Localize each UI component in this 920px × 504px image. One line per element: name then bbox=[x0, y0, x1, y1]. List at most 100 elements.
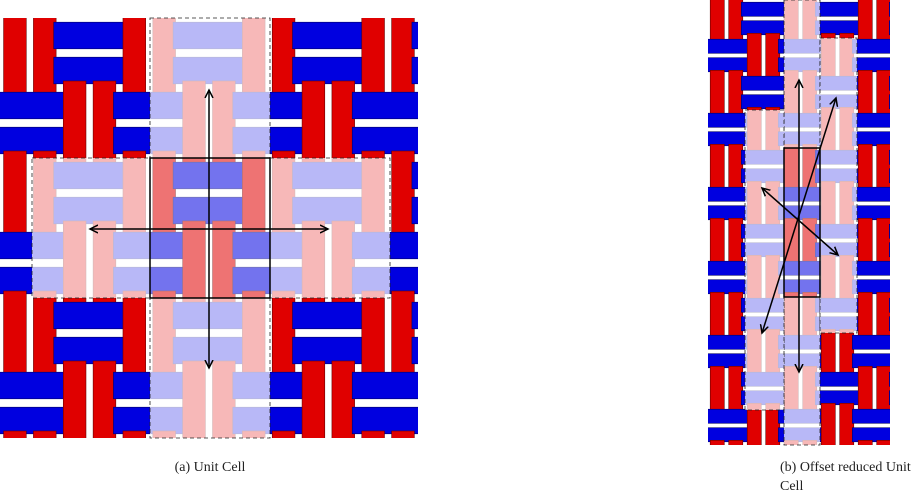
blue-yarn bbox=[741, 446, 785, 450]
red-yarn bbox=[33, 431, 56, 450]
red-yarn bbox=[821, 329, 835, 373]
blue-yarn bbox=[704, 187, 748, 201]
red-yarn bbox=[895, 403, 909, 447]
red-yarn bbox=[123, 11, 146, 95]
red-yarn bbox=[392, 291, 415, 375]
red-yarn bbox=[710, 70, 724, 114]
red-yarn bbox=[858, 366, 872, 410]
blue-yarn bbox=[852, 354, 896, 368]
blue-yarn bbox=[54, 57, 126, 84]
red-yarn bbox=[895, 255, 909, 299]
red-yarn bbox=[877, 440, 891, 450]
overlay bbox=[270, 158, 390, 298]
red-yarn bbox=[421, 361, 444, 445]
red-yarn bbox=[272, 11, 295, 95]
figure bbox=[0, 0, 920, 450]
blue-yarn bbox=[54, 302, 126, 329]
red-yarn bbox=[914, 329, 920, 373]
red-yarn bbox=[4, 151, 27, 235]
unit-cell bbox=[150, 158, 270, 298]
blue-yarn bbox=[293, 57, 365, 84]
blue-yarn bbox=[352, 92, 424, 119]
red-yarn bbox=[4, 431, 27, 450]
blue-yarn bbox=[412, 22, 484, 49]
blue-yarn bbox=[889, 95, 920, 109]
blue-yarn bbox=[472, 267, 544, 294]
blue-yarn bbox=[472, 372, 544, 399]
blue-yarn bbox=[815, 2, 859, 16]
blue-yarn bbox=[472, 127, 544, 154]
blue-yarn bbox=[815, 446, 859, 450]
blue-yarn bbox=[852, 335, 896, 349]
overlay bbox=[784, 0, 820, 148]
blue-yarn bbox=[852, 206, 896, 220]
red-yarn bbox=[877, 144, 891, 188]
red-yarn bbox=[821, 403, 835, 447]
red-yarn bbox=[914, 181, 920, 225]
red-yarn bbox=[33, 11, 56, 95]
red-yarn bbox=[710, 440, 724, 450]
red-yarn bbox=[421, 81, 444, 165]
red-yarn bbox=[272, 291, 295, 375]
red-yarn bbox=[895, 181, 909, 225]
overlay bbox=[784, 297, 820, 445]
blue-yarn bbox=[352, 127, 424, 154]
red-yarn bbox=[729, 144, 743, 188]
red-yarn bbox=[877, 366, 891, 410]
red-yarn bbox=[392, 151, 415, 235]
red-yarn bbox=[840, 403, 854, 447]
red-yarn bbox=[33, 291, 56, 375]
blue-yarn bbox=[54, 337, 126, 364]
red-yarn bbox=[123, 431, 146, 450]
red-yarn bbox=[729, 218, 743, 262]
overlay bbox=[150, 298, 270, 438]
blue-yarn bbox=[0, 127, 66, 154]
red-yarn bbox=[858, 440, 872, 450]
red-yarn bbox=[729, 440, 743, 450]
red-yarn bbox=[481, 431, 504, 450]
blue-yarn bbox=[352, 372, 424, 399]
red-yarn bbox=[840, 329, 854, 373]
red-yarn bbox=[4, 11, 27, 95]
red-yarn bbox=[302, 361, 325, 445]
blue-yarn bbox=[815, 372, 859, 386]
blue-yarn bbox=[704, 428, 748, 442]
blue-yarn bbox=[889, 243, 920, 257]
red-yarn bbox=[451, 221, 474, 305]
red-yarn bbox=[451, 81, 474, 165]
blue-yarn bbox=[889, 21, 920, 35]
red-yarn bbox=[877, 292, 891, 336]
red-yarn bbox=[895, 107, 909, 151]
red-yarn bbox=[481, 291, 504, 375]
overlay bbox=[820, 38, 857, 333]
blue-yarn bbox=[889, 76, 920, 90]
red-yarn bbox=[392, 11, 415, 95]
blue-yarn bbox=[0, 92, 66, 119]
red-yarn bbox=[877, 70, 891, 114]
red-yarn bbox=[858, 0, 872, 41]
red-yarn bbox=[747, 33, 761, 77]
blue-yarn bbox=[741, 21, 785, 35]
red-yarn bbox=[63, 81, 86, 165]
red-yarn bbox=[362, 11, 385, 95]
red-yarn bbox=[362, 291, 385, 375]
blue-yarn bbox=[293, 442, 365, 450]
blue-yarn bbox=[704, 58, 748, 72]
red-yarn bbox=[914, 255, 920, 299]
blue-yarn bbox=[852, 113, 896, 127]
red-yarn bbox=[710, 366, 724, 410]
overlay bbox=[745, 110, 784, 410]
red-yarn bbox=[511, 11, 534, 95]
blue-yarn bbox=[889, 2, 920, 16]
caption-a: (a) Unit Cell bbox=[120, 458, 300, 477]
blue-yarn bbox=[852, 39, 896, 53]
blue-yarn bbox=[889, 150, 920, 164]
blue-yarn bbox=[472, 92, 544, 119]
red-yarn bbox=[877, 218, 891, 262]
blue-yarn bbox=[889, 446, 920, 450]
red-yarn bbox=[858, 70, 872, 114]
blue-yarn bbox=[704, 206, 748, 220]
overlay bbox=[32, 158, 150, 298]
blue-yarn bbox=[0, 372, 66, 399]
blue-yarn bbox=[412, 302, 484, 329]
